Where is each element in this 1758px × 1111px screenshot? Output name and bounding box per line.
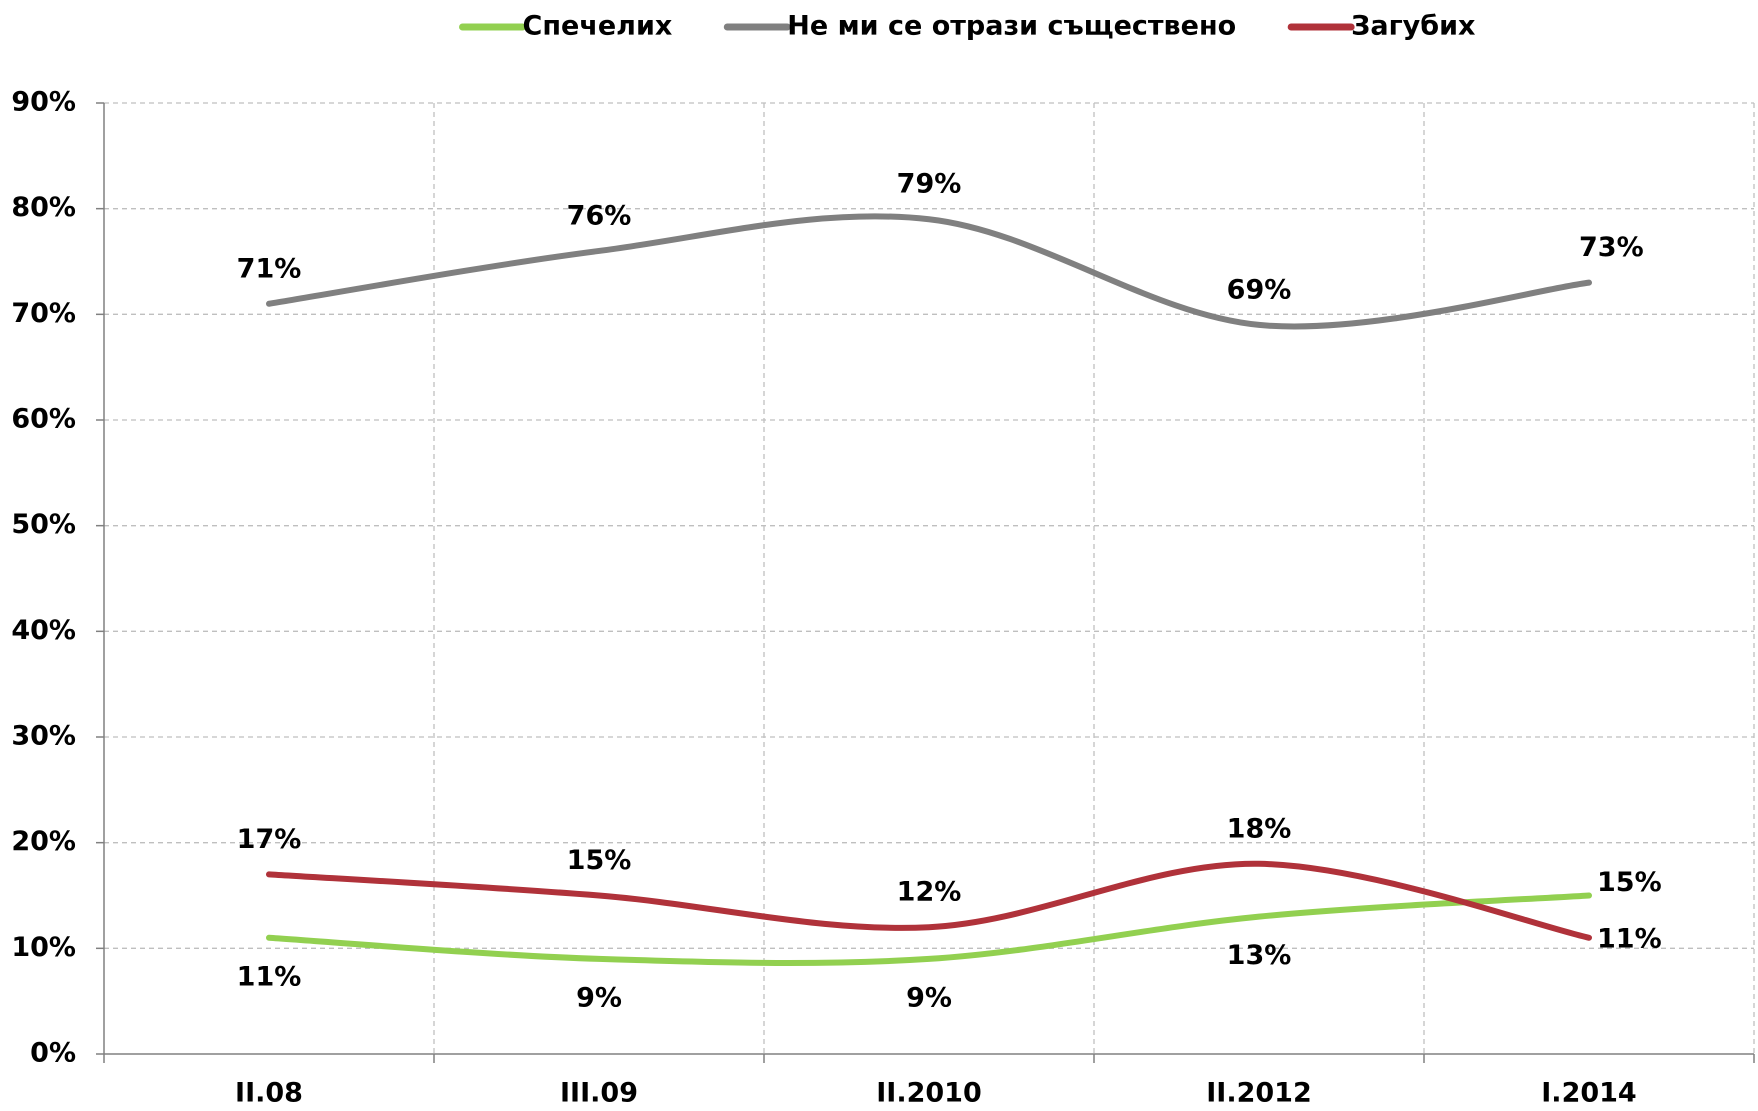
legend-label: Не ми се отрази съществено (787, 11, 1236, 42)
y-tick-label: 0% (30, 1038, 76, 1069)
data-label: 12% (897, 877, 962, 908)
y-tick-label: 30% (11, 721, 76, 752)
data-label: 11% (1597, 923, 1662, 954)
y-tick-label: 70% (11, 298, 76, 329)
data-label: 13% (1227, 940, 1292, 971)
data-label: 11% (237, 961, 302, 992)
data-label: 9% (576, 982, 622, 1013)
y-tick-label: 50% (11, 509, 76, 540)
x-tick-label: I.2014 (1541, 1078, 1636, 1109)
series-line (266, 213, 1592, 330)
data-label: 15% (567, 845, 632, 876)
x-tick-label: II.2012 (1206, 1078, 1312, 1109)
y-tick-label: 10% (11, 932, 76, 963)
y-tick-label: 40% (11, 615, 76, 646)
data-label: 73% (1579, 232, 1644, 263)
data-label: 9% (906, 982, 952, 1013)
y-tick-label: 60% (11, 404, 76, 435)
y-tick-label: 90% (11, 87, 76, 118)
x-tick-label: II.08 (235, 1078, 303, 1109)
data-label: 17% (237, 824, 302, 855)
data-label: 71% (237, 253, 302, 284)
series-line (266, 892, 1592, 966)
x-tick-label: III.09 (560, 1078, 638, 1109)
data-label: 79% (897, 169, 962, 200)
x-tick-label: II.2010 (876, 1078, 982, 1109)
y-tick-label: 80% (11, 192, 76, 223)
series-line (266, 860, 1592, 941)
y-tick-label: 20% (11, 826, 76, 857)
data-label: 69% (1227, 274, 1292, 305)
data-label: 76% (567, 200, 632, 231)
legend-label: Спечелих (523, 11, 673, 42)
data-label: 15% (1597, 867, 1662, 898)
data-label: 18% (1227, 813, 1292, 844)
legend-label: Загубих (1351, 11, 1475, 42)
legend: Спечелих Не ми се отрази съществено Загуби… (459, 11, 1475, 42)
